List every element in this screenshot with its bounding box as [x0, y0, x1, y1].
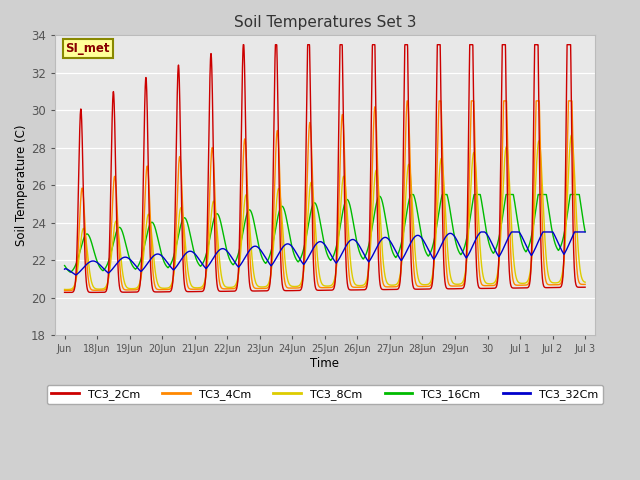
Text: SI_met: SI_met	[66, 42, 110, 55]
Title: Soil Temperatures Set 3: Soil Temperatures Set 3	[234, 15, 416, 30]
Legend: TC3_2Cm, TC3_4Cm, TC3_8Cm, TC3_16Cm, TC3_32Cm: TC3_2Cm, TC3_4Cm, TC3_8Cm, TC3_16Cm, TC3…	[47, 384, 603, 404]
Y-axis label: Soil Temperature (C): Soil Temperature (C)	[15, 124, 28, 246]
X-axis label: Time: Time	[310, 357, 339, 370]
